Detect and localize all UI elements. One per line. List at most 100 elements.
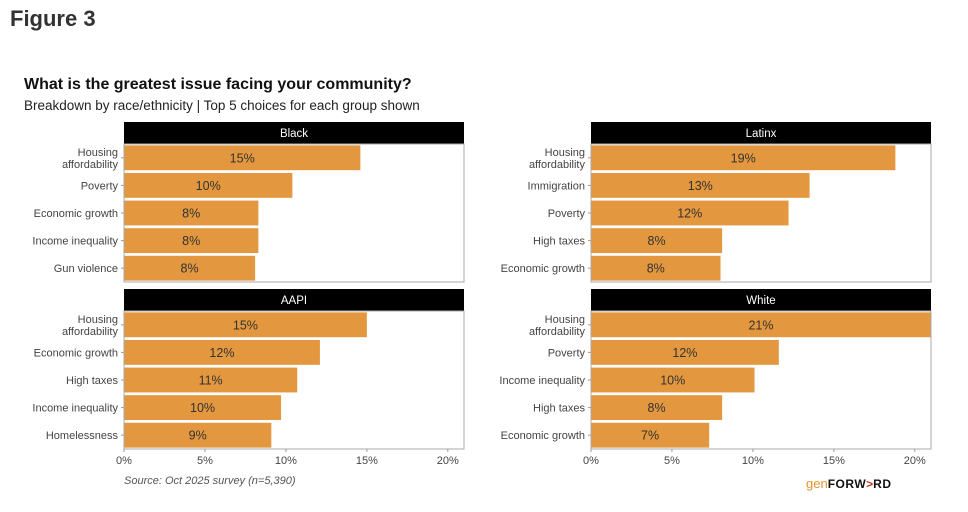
bar <box>124 339 320 365</box>
category-label: Poverty <box>548 208 586 220</box>
panel-border <box>590 310 932 450</box>
category-label: High taxes <box>533 236 585 248</box>
x-tick-label: 0% <box>583 455 599 467</box>
bar-value-label: 11% <box>199 374 223 388</box>
x-tick-label: 10% <box>742 455 764 467</box>
bar <box>124 312 367 338</box>
bar-value-label: 10% <box>196 179 221 193</box>
category-label: Economic growth <box>34 208 118 220</box>
bar-value-label: 8% <box>181 262 199 276</box>
bar <box>591 367 755 393</box>
panel-strip-label: White <box>746 295 775 307</box>
chart-title: What is the greatest issue facing your c… <box>24 76 412 93</box>
source-note: Source: Oct 2025 survey (n=5,390) <box>124 475 296 487</box>
x-tick-label: 10% <box>275 455 297 467</box>
bar <box>591 145 896 171</box>
bar-value-label: 15% <box>233 318 258 332</box>
category-label: Income inequality <box>32 403 118 415</box>
category-label: Housing <box>545 314 585 326</box>
panel-strip-label: AAPI <box>281 295 307 307</box>
bar <box>591 422 710 448</box>
bar-value-label: 8% <box>182 207 200 221</box>
bar <box>591 312 931 338</box>
bar-value-label: 21% <box>748 318 773 332</box>
bar <box>124 395 282 421</box>
bar-value-label: 19% <box>731 151 756 165</box>
bar-value-label: 15% <box>230 151 255 165</box>
panel-strip <box>591 122 931 144</box>
bar <box>124 255 256 281</box>
category-label: Immigration <box>528 180 585 192</box>
bar <box>591 395 723 421</box>
category-label: Economic growth <box>34 347 118 359</box>
chart-subtitle: Breakdown by race/ethnicity | Top 5 choi… <box>24 98 420 113</box>
panel-border <box>590 143 932 283</box>
category-label: affordability <box>529 326 586 338</box>
bar <box>124 367 298 393</box>
bar <box>591 339 779 365</box>
bar <box>124 228 259 254</box>
x-tick-label: 5% <box>664 455 680 467</box>
bar-value-label: 10% <box>190 401 215 415</box>
panel-strip-label: Latinx <box>746 128 777 140</box>
bar <box>591 200 789 226</box>
category-label: High taxes <box>66 375 118 387</box>
bar <box>124 422 272 448</box>
bar-value-label: 9% <box>189 429 207 443</box>
bar-value-label: 8% <box>648 401 666 415</box>
bar-value-label: 12% <box>677 207 702 221</box>
bar-value-label: 13% <box>688 179 713 193</box>
category-label: Poverty <box>81 180 119 192</box>
x-tick-label: 15% <box>823 455 845 467</box>
panel-border <box>123 143 465 283</box>
category-label: Economic growth <box>501 430 585 442</box>
x-tick-label: 20% <box>904 455 926 467</box>
bar <box>124 172 293 198</box>
bar <box>591 255 721 281</box>
bar-value-label: 8% <box>182 234 200 248</box>
x-tick-label: 0% <box>116 455 132 467</box>
category-label: Housing <box>545 147 585 159</box>
figure-label: Figure 3 <box>10 6 96 31</box>
logo-forw: FORW <box>827 477 867 491</box>
panel-strip-label: Black <box>280 128 308 140</box>
bar-value-label: 12% <box>209 346 234 360</box>
category-label: affordability <box>62 159 119 171</box>
x-tick-label: 5% <box>197 455 213 467</box>
bar-value-label: 10% <box>660 374 685 388</box>
bar <box>591 172 810 198</box>
x-tick-label: 15% <box>356 455 378 467</box>
logo-gen: gen <box>806 476 828 491</box>
category-label: Poverty <box>548 347 586 359</box>
category-label: Housing <box>78 314 118 326</box>
bar-value-label: 12% <box>672 346 697 360</box>
bar-value-label: 8% <box>647 262 665 276</box>
category-label: Gun violence <box>54 263 118 275</box>
category-label: Homelessness <box>46 430 119 442</box>
x-tick-label: 20% <box>437 455 459 467</box>
genforward-logo: genFORW>RD <box>806 476 892 491</box>
category-label: Housing <box>78 147 118 159</box>
panel-strip <box>124 122 464 144</box>
panel-strip <box>591 289 931 311</box>
logo-rd: RD <box>873 477 892 491</box>
category-label: Economic growth <box>501 263 585 275</box>
bar-value-label: 7% <box>641 429 659 443</box>
panel-border <box>123 310 465 450</box>
bar <box>124 145 361 171</box>
category-label: Income inequality <box>499 375 585 387</box>
logo-arrow: > <box>866 477 874 491</box>
bar <box>124 200 259 226</box>
category-label: affordability <box>529 159 586 171</box>
category-label: affordability <box>62 326 119 338</box>
category-label: Income inequality <box>32 236 118 248</box>
bar <box>591 228 723 254</box>
panel-strip <box>124 289 464 311</box>
category-label: High taxes <box>533 403 585 415</box>
bar-value-label: 8% <box>648 234 666 248</box>
